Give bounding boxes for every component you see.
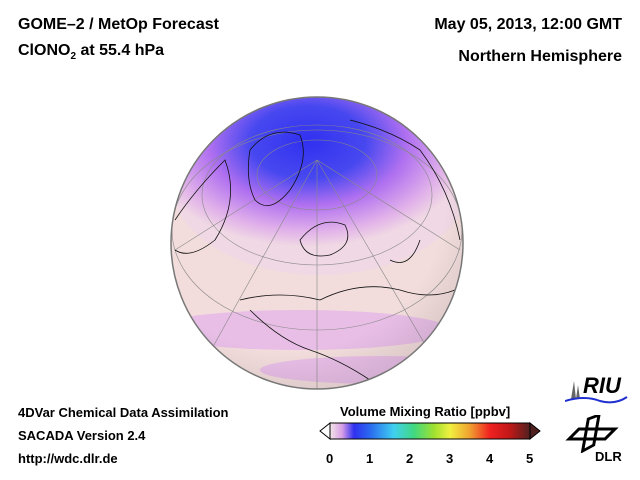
- footer-url: http://wdc.dlr.de: [18, 451, 118, 466]
- colorbar-tick: 0: [326, 451, 334, 466]
- species: ClONO: [18, 42, 71, 59]
- colorbar-tick: 5: [526, 451, 534, 466]
- product-title: GOME–2 / MetOp Forecast: [18, 16, 219, 33]
- colorbar-gradient: [329, 422, 531, 440]
- colorbar-tick: 1: [366, 451, 374, 466]
- region: Northern Hemisphere: [458, 48, 622, 65]
- colorbar-tick: 4: [486, 451, 494, 466]
- riu-logo: RIU: [565, 373, 630, 405]
- colorbar-min-arrow: [319, 421, 331, 441]
- colorbar: [319, 421, 541, 441]
- pressure-level: at 55.4 hPa: [76, 42, 165, 59]
- globe-outline: [170, 96, 464, 390]
- footer-version: SACADA Version 2.4: [18, 428, 146, 443]
- dlr-emblem-icon: [565, 415, 619, 453]
- colorbar-title: Volume Mixing Ratio [ppbv]: [340, 404, 511, 419]
- dlr-logo-text: DLR: [595, 449, 622, 464]
- colorbar-tick: 3: [446, 451, 454, 466]
- species-label: ClONO2 at 55.4 hPa: [18, 42, 164, 62]
- dlr-logo: DLR: [565, 415, 630, 465]
- datetime: May 05, 2013, 12:00 GMT: [434, 16, 622, 33]
- colorbar-max-arrow: [529, 421, 541, 441]
- species-subscript: 2: [70, 51, 77, 63]
- footer-method: 4DVar Chemical Data Assimilation: [18, 405, 229, 420]
- colorbar-tick: 2: [406, 451, 414, 466]
- riu-logo-text: RIU: [583, 373, 621, 398]
